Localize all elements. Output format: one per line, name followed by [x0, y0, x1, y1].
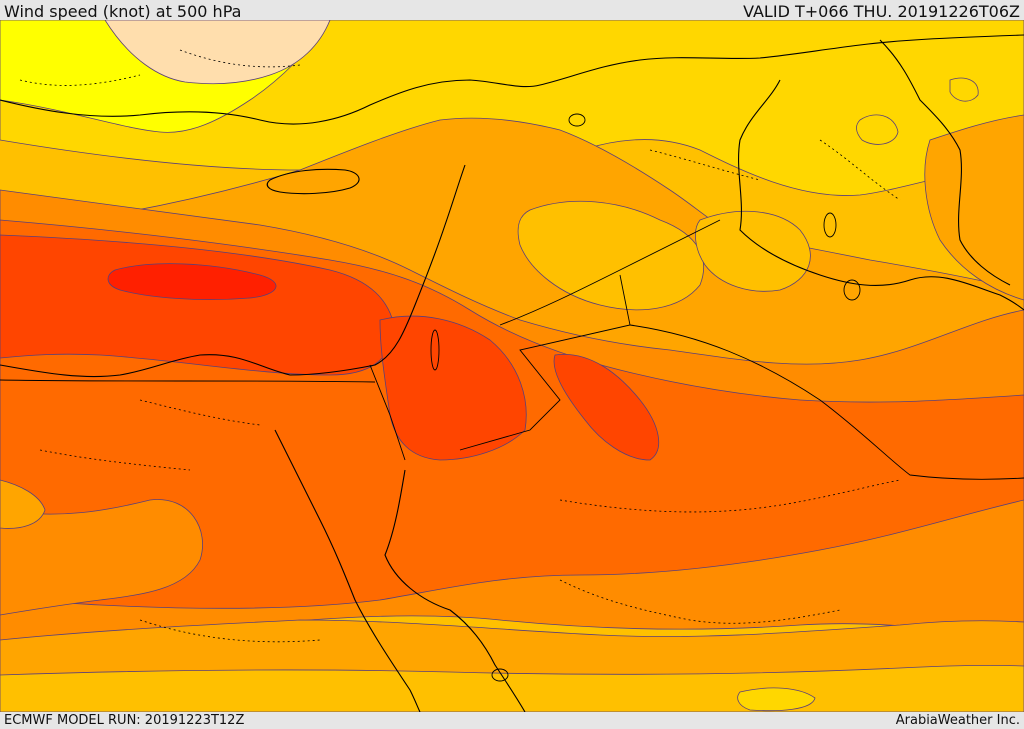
brand-credit: ArabiaWeather Inc. — [895, 713, 1020, 728]
coastline-turkey — [0, 34, 1024, 125]
border-saudi-jordan — [499, 219, 721, 326]
wind-band-orange-light-east — [924, 114, 1024, 301]
lake-2 — [568, 113, 586, 127]
coastline-persian-east — [879, 39, 1011, 286]
footer-bar: ECMWF MODEL RUN: 20191223T12Z ArabiaWeat… — [0, 712, 1024, 729]
coastline-red-sea-west — [274, 429, 421, 712]
wind-patch-gold-east — [856, 114, 899, 145]
border-egypt-israel — [369, 364, 406, 461]
wind-band-red-orange-center — [379, 315, 527, 461]
wind-patch-orange-southwest — [0, 479, 46, 529]
border-saudi-east — [629, 324, 1024, 480]
valid-time: VALID T+066 THU. 20191226T06Z — [743, 2, 1020, 21]
model-run: ECMWF MODEL RUN: 20191223T12Z — [4, 713, 245, 728]
wind-core-red — [107, 263, 277, 300]
wind-band-orange-south — [0, 499, 203, 616]
wind-patch-amber-2 — [695, 210, 811, 292]
wind-band-lightest — [104, 20, 331, 85]
header-bar: Wind speed (knot) at 500 hPa VALID T+066… — [0, 0, 1024, 21]
coastline-mediterranean-south — [0, 164, 466, 378]
boundary-dotted-2 — [559, 139, 901, 624]
wind-patch-amber-1 — [517, 200, 704, 311]
wind-band-red-orange-west — [0, 234, 396, 376]
border-saudi-iraq — [459, 274, 631, 451]
border-egypt-sudan — [0, 379, 376, 383]
wind-band-red-orange-east — [553, 353, 659, 461]
coastline-red-sea-east — [384, 469, 526, 712]
boundary-dotted-1 — [39, 399, 901, 513]
boundary-dotted-3 — [19, 49, 321, 643]
lake-1 — [430, 329, 440, 371]
lake-3 — [823, 212, 837, 238]
wind-patch-gold-southeast — [737, 687, 816, 712]
map-title: Wind speed (knot) at 500 hPa — [4, 2, 242, 21]
wind-patch-gold-ne — [949, 77, 979, 102]
lake-5 — [491, 668, 509, 682]
wind-speed-map[interactable] — [0, 20, 1024, 712]
coastline-gulf — [738, 79, 1024, 311]
coastline-cyprus — [266, 168, 360, 195]
lake-4 — [843, 279, 861, 301]
